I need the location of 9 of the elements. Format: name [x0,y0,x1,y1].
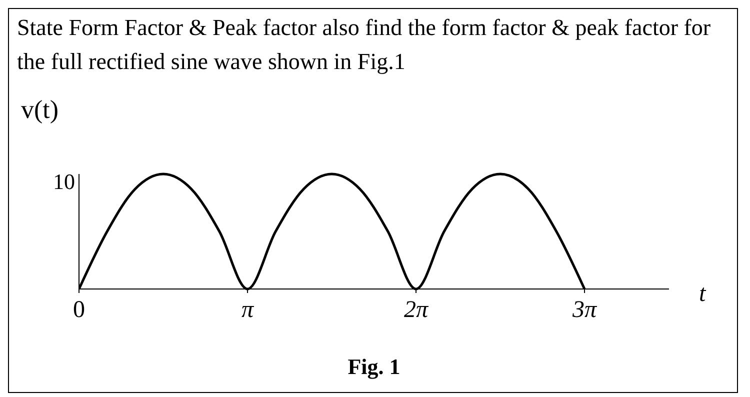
x-tick-label: π [242,297,255,323]
x-axis-title: t [699,281,706,308]
x-tick-label: 3π [572,297,598,323]
x-tick-label: 0 [73,297,85,323]
text: 10 [52,169,75,195]
y-axis-title: v(t) [21,95,59,125]
x-tick-label: 2π [404,297,429,323]
caption: Fig. 1 [346,354,402,380]
chart-title: State Form Factor & Peak factor also find the form factor & peak factor for the full rectified sine wave shown in Fig.1 [16,14,712,76]
